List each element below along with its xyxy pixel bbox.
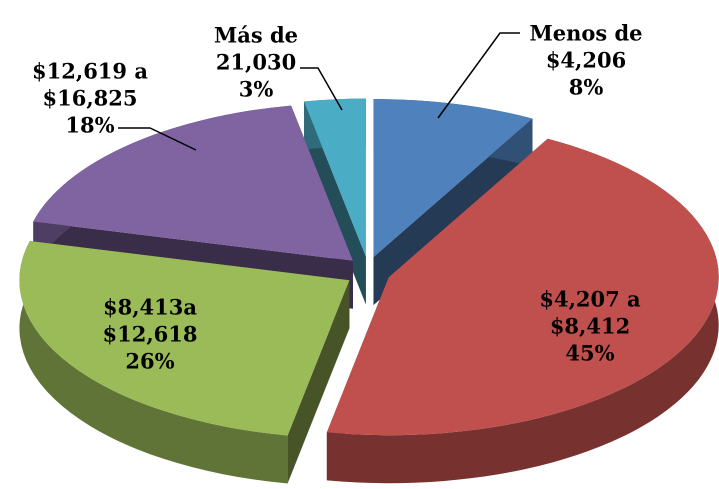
slice xyxy=(304,98,366,257)
slice-side xyxy=(287,280,350,484)
slice xyxy=(33,105,353,261)
slice-side xyxy=(19,240,288,484)
leader-line xyxy=(437,32,520,119)
leader-line xyxy=(300,67,343,111)
data-label: $8,413a $12,618 26% xyxy=(85,294,215,375)
category-label: $4,207 a $8,412 xyxy=(539,286,641,339)
value-label: 8% xyxy=(568,74,604,100)
value-label: 3% xyxy=(238,76,274,102)
category-label: Más de 21,030 xyxy=(213,22,299,75)
slice-side xyxy=(326,138,719,484)
category-label: $8,413a $12,618 xyxy=(102,294,198,347)
slice-side xyxy=(304,101,366,305)
slice xyxy=(326,138,719,436)
leader-line xyxy=(118,127,197,151)
data-label: Más de 21,030 3% xyxy=(201,22,311,103)
data-label: Menos de $4,206 8% xyxy=(521,20,651,101)
slice xyxy=(373,99,533,258)
category-label: $12,619 a $16,825 xyxy=(32,58,148,111)
data-label: $12,619 a $16,825 18% xyxy=(20,58,160,139)
slice xyxy=(19,240,350,436)
value-label: 18% xyxy=(65,112,115,138)
data-label: $4,207 a $8,412 45% xyxy=(525,286,655,367)
value-label: 26% xyxy=(125,348,175,374)
value-label: 45% xyxy=(565,340,615,366)
category-label: Menos de $4,206 xyxy=(529,20,643,73)
